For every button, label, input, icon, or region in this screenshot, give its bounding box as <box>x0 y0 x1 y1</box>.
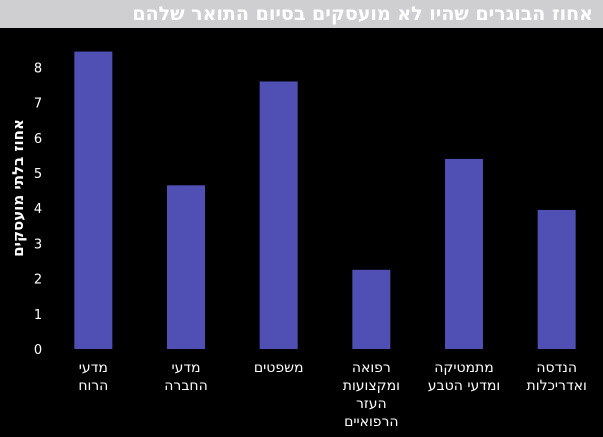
x-category-label: מתמטיקה <box>434 360 494 376</box>
x-category-label: ואדריכלות <box>527 378 587 394</box>
x-category-label: העזר <box>356 396 387 412</box>
y-tick-label: 3 <box>34 237 42 252</box>
y-tick-label: 2 <box>34 273 42 288</box>
x-category-label: הרוח <box>78 378 108 394</box>
title-band: אחוז הבוגרים שהיו לא מועסקים בסיום התואר… <box>0 0 603 28</box>
y-tick-label: 8 <box>34 61 42 76</box>
y-tick-label: 4 <box>34 202 42 217</box>
y-tick-label: 0 <box>34 343 42 358</box>
bar <box>445 158 483 349</box>
y-tick-label: 7 <box>34 97 42 112</box>
y-tick-label: 6 <box>34 132 42 147</box>
bar <box>74 51 113 350</box>
y-axis-title: אחוז בלתי מועסקים <box>9 119 27 257</box>
y-tick-label: 5 <box>34 167 42 182</box>
x-category-label: משפטים <box>254 360 304 376</box>
bar <box>537 209 576 349</box>
x-category-label: מדעי <box>79 360 108 376</box>
bar <box>352 269 391 349</box>
bar <box>259 81 298 349</box>
x-category-label: הנדסה <box>536 360 577 376</box>
x-category-label: מדעי <box>171 360 200 376</box>
x-category-label: החברה <box>164 378 207 394</box>
chart-title: אחוז הבוגרים שהיו לא מועסקים בסיום התואר… <box>132 3 593 25</box>
y-tick-label: 1 <box>34 308 42 323</box>
x-category-label: רפואה <box>352 360 391 376</box>
bar <box>167 185 205 349</box>
x-category-label: הרפואיים <box>344 414 399 430</box>
x-category-label: ומקצועות <box>343 378 400 394</box>
x-category-label: ומדעי הטבע <box>428 378 500 394</box>
